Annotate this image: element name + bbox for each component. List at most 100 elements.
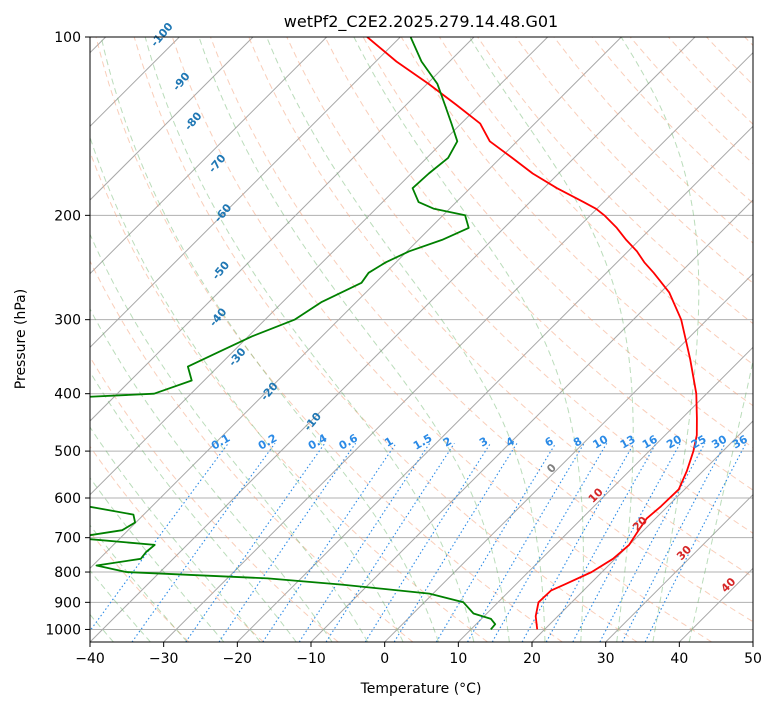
mixing-ratio-lines <box>90 442 747 642</box>
mixing-ratio-label: 36 <box>730 432 750 451</box>
mixing-ratio-line <box>621 443 726 642</box>
dry-adiabat-label: -20 <box>258 379 281 403</box>
mixing-ratio-line <box>467 443 585 642</box>
moist-adiabat <box>100 37 439 642</box>
dry-adiabat-label: -50 <box>209 258 232 282</box>
mixing-ratio-label: 13 <box>618 433 638 452</box>
mixing-ratio-line <box>393 442 518 642</box>
dry-adiabat <box>324 37 753 491</box>
dry-adiabat <box>553 37 753 244</box>
moist-adiabat <box>90 524 188 642</box>
x-axis-label: Temperature (°C) <box>360 681 482 697</box>
dry-adiabat-label: -80 <box>182 109 205 133</box>
dry-adiabat-label: -70 <box>206 152 229 176</box>
dry-adiabat <box>90 259 414 642</box>
dry-adiabat <box>90 150 488 642</box>
moist-adiabat <box>620 37 700 642</box>
series-line-1 <box>90 37 497 630</box>
mixing-ratio-label: 25 <box>689 433 709 452</box>
dry-adiabat-label: -40 <box>207 305 230 329</box>
dry-adiabat-label: -90 <box>170 70 193 94</box>
mixing-ratio-line <box>545 443 657 642</box>
y-tick-label: 1000 <box>45 622 81 638</box>
x-tick-label: −30 <box>149 651 179 667</box>
x-tick-label: −40 <box>75 651 105 667</box>
isotherm-line <box>531 420 753 642</box>
mixing-ratio-line <box>298 442 431 642</box>
dry-adiabat <box>210 37 753 623</box>
moist-adiabat <box>90 426 261 642</box>
isotherm-line <box>90 37 696 642</box>
mixing-ratio-line <box>491 443 608 642</box>
y-axis-label: Pressure (hPa) <box>13 289 29 389</box>
skewed-isotherms <box>90 37 753 642</box>
sounding-series <box>90 37 698 630</box>
y-tick-label: 400 <box>54 387 81 403</box>
moist-adiabat <box>90 370 297 642</box>
mixing-ratio-label: 6 <box>543 434 556 449</box>
isotherm-line <box>752 641 753 642</box>
dry-adiabat <box>171 37 712 642</box>
dry-adiabats <box>90 37 753 642</box>
dry-adiabat <box>95 37 563 642</box>
dry-adiabat <box>744 37 753 47</box>
y-tick-label: 200 <box>54 208 81 224</box>
moist-adiabat <box>90 569 151 642</box>
dry-adiabat <box>90 445 264 642</box>
mixing-ratio-label: 1 <box>382 435 395 450</box>
mixing-ratio-line <box>185 442 326 642</box>
y-tick-label: 600 <box>54 491 81 507</box>
isotherm-line <box>236 125 753 642</box>
mixing-ratio-line <box>572 443 681 642</box>
dry-adiabat-label: -30 <box>226 345 249 369</box>
x-tick-label: 0 <box>380 651 389 667</box>
dry-adiabat <box>133 37 638 642</box>
y-tick-label: 100 <box>54 30 81 46</box>
moist-adiabat <box>198 37 510 642</box>
plot-area <box>90 37 753 642</box>
dry-adiabat-label: -10 <box>301 410 324 434</box>
isotherm-line <box>605 493 753 642</box>
moist-adiabat <box>90 476 225 642</box>
isotherm-line <box>90 37 401 349</box>
x-tick-label: −20 <box>223 651 253 667</box>
chart-title: wetPf2_C2E2.2025.279.14.48.G01 <box>284 12 558 32</box>
mixing-ratio-label: 0.1 <box>209 432 232 453</box>
mixing-ratio-line <box>218 442 357 642</box>
y-axis: 100 200 300 400 500 600 700 800 900 1000 <box>45 30 90 638</box>
moist-adiabat <box>90 233 369 642</box>
isotherm-line <box>90 37 622 570</box>
mixing-ratio-label: 3 <box>477 435 490 450</box>
mixing-ratio-label: 10 <box>591 432 611 451</box>
mixing-ratio-line <box>262 442 397 642</box>
pressure-gridlines <box>90 37 753 630</box>
isotherm-line <box>678 567 753 642</box>
mixing-ratio-line <box>131 442 276 642</box>
isotherm-line <box>384 272 753 642</box>
dry-adiabat-label: -60 <box>212 201 235 225</box>
moist-adiabat-label: 10 <box>586 485 606 505</box>
y-tick-label: 500 <box>54 444 81 460</box>
dry-adiabat <box>515 37 753 284</box>
y-tick-label: 900 <box>54 595 81 611</box>
moist-adiabat-label: 0 <box>544 461 559 476</box>
x-tick-label: 30 <box>597 651 615 667</box>
mixing-ratio-line <box>599 443 706 642</box>
mixing-ratio-label: 16 <box>640 432 660 451</box>
moist-adiabat <box>144 37 475 642</box>
x-tick-label: 20 <box>523 651 541 667</box>
moist-adiabat <box>90 135 404 642</box>
x-tick-label: 50 <box>744 651 762 667</box>
mixing-ratio-line <box>521 443 635 642</box>
dry-adiabat <box>90 356 339 642</box>
moist-adiabat-label: 30 <box>674 543 694 563</box>
moist-adiabat <box>468 37 634 642</box>
dry-adiabat <box>706 37 753 86</box>
x-tick-label: −10 <box>296 651 326 667</box>
isotherm-line <box>90 37 328 275</box>
moist-adiabat <box>90 308 333 642</box>
y-tick-label: 800 <box>54 565 81 581</box>
x-axis: −40 −30 −20 −10 0 10 20 30 40 50 <box>75 642 762 667</box>
moist-adiabat <box>688 358 753 642</box>
